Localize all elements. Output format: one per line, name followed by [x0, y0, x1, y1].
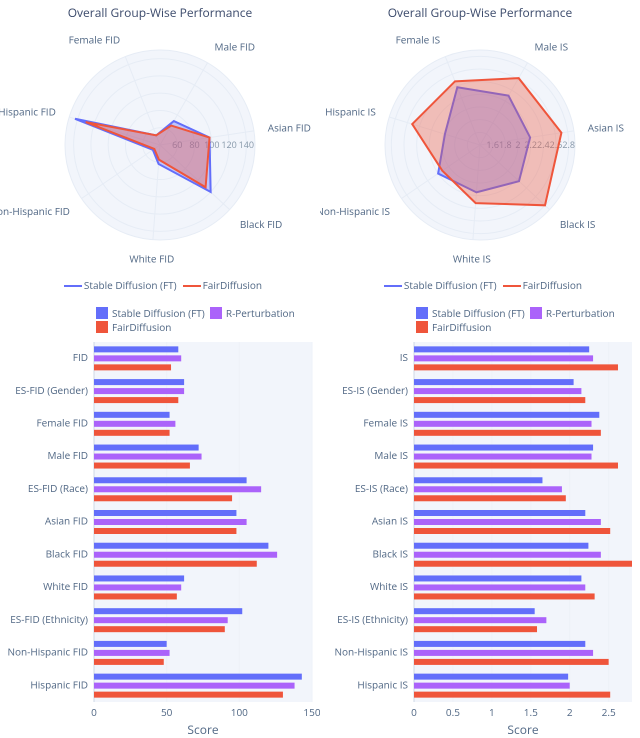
svg-text:Non-Hispanic FID: Non-Hispanic FID [0, 204, 70, 218]
svg-text:FID: FID [73, 350, 88, 364]
svg-text:Female IS: Female IS [396, 33, 441, 47]
svg-text:Asian IS: Asian IS [372, 514, 408, 528]
svg-text:IS: IS [400, 350, 408, 364]
svg-text:Male FID: Male FID [215, 40, 256, 54]
svg-text:Asian FID: Asian FID [45, 514, 88, 528]
radar-left-legend: Stable Diffusion (FT)FairDiffusion [0, 278, 320, 292]
svg-text:Non-Hispanic IS: Non-Hispanic IS [320, 204, 390, 218]
bars-right-chart: 0 0.5 1 1.5 2 2.5 IS ES-IS (Gender) Female IS Mal… [320, 302, 640, 738]
svg-text:0.5: 0.5 [446, 705, 460, 719]
svg-text:Hispanic IS: Hispanic IS [325, 105, 376, 119]
svg-text:Score: Score [507, 721, 538, 738]
bars-right-panel: Stable Diffusion (FT) R-PerturbationFair… [320, 302, 640, 738]
svg-text:50: 50 [161, 705, 173, 719]
svg-text:ES-FID (Gender): ES-FID (Gender) [15, 383, 88, 397]
svg-text:White IS: White IS [453, 251, 491, 265]
svg-text:2.5: 2.5 [602, 705, 616, 719]
svg-text:0: 0 [411, 705, 417, 719]
radar-right-chart: Male IS Female IS Hispanic IS Non-Hispanic … [320, 0, 640, 280]
svg-text:Female IS: Female IS [363, 415, 408, 429]
svg-text:ES-FID (Ethnicity): ES-FID (Ethnicity) [10, 612, 88, 626]
svg-text:150: 150 [303, 705, 320, 719]
svg-text:1: 1 [489, 705, 495, 719]
radar-right-panel: Overall Group-Wise Performance Male IS Fe… [320, 0, 640, 300]
svg-text:Female FID: Female FID [36, 415, 88, 429]
svg-text:1.5: 1.5 [524, 705, 538, 719]
radar-right-legend: Stable Diffusion (FT)FairDiffusion [320, 278, 640, 292]
svg-text:Male IS: Male IS [374, 448, 408, 462]
svg-text:Non-Hispanic IS: Non-Hispanic IS [334, 645, 408, 659]
svg-text:Black FID: Black FID [46, 546, 88, 560]
svg-text:Black IS: Black IS [373, 546, 408, 560]
svg-text:Hispanic IS: Hispanic IS [357, 677, 408, 691]
svg-text:ES-IS (Ethnicity): ES-IS (Ethnicity) [337, 612, 408, 626]
radar-left-chart: Male FID Female FID Hispanic FID Non-Hispan… [0, 0, 320, 280]
radar-right-title: Overall Group-Wise Performance [320, 4, 640, 21]
svg-text:ES-FID (Race): ES-FID (Race) [28, 481, 88, 495]
bars-right-legend: Stable Diffusion (FT) R-PerturbationFair… [416, 306, 615, 334]
svg-text:White IS: White IS [370, 579, 408, 593]
svg-text:0: 0 [91, 705, 97, 719]
svg-text:Hispanic FID: Hispanic FID [0, 105, 56, 119]
svg-text:Black FID: Black FID [240, 217, 282, 231]
svg-text:Asian FID: Asian FID [268, 120, 311, 134]
svg-text:2.8: 2.8 [562, 138, 575, 151]
bars-left-legend: Stable Diffusion (FT) R-PerturbationFair… [96, 306, 295, 334]
svg-text:White FID: White FID [129, 251, 174, 265]
svg-text:Male FID: Male FID [48, 448, 89, 462]
svg-text:Black IS: Black IS [560, 217, 595, 231]
bars-left-chart: 0 50 100 150 FID ES-FID (Gender) Female FID Mal… [0, 302, 320, 738]
svg-text:Male IS: Male IS [535, 40, 569, 54]
radar-left-title: Overall Group-Wise Performance [0, 4, 320, 21]
svg-text:ES-IS (Gender): ES-IS (Gender) [342, 383, 408, 397]
svg-text:Female FID: Female FID [69, 33, 121, 47]
svg-text:ES-IS (Race): ES-IS (Race) [355, 481, 408, 495]
svg-text:Hispanic FID: Hispanic FID [30, 677, 88, 691]
svg-text:140: 140 [239, 138, 254, 151]
svg-text:Score: Score [187, 721, 218, 738]
svg-text:Asian IS: Asian IS [588, 120, 624, 134]
svg-text:White FID: White FID [43, 579, 88, 593]
bars-left-panel: Stable Diffusion (FT) R-PerturbationFair… [0, 302, 320, 738]
svg-text:Non-Hispanic FID: Non-Hispanic FID [8, 645, 89, 659]
figure-root: Overall Group-Wise Performance Male FID F… [0, 0, 640, 738]
svg-text:120: 120 [221, 138, 236, 151]
radar-left-panel: Overall Group-Wise Performance Male FID F… [0, 0, 320, 300]
svg-text:100: 100 [231, 705, 248, 719]
svg-text:2: 2 [567, 705, 573, 719]
